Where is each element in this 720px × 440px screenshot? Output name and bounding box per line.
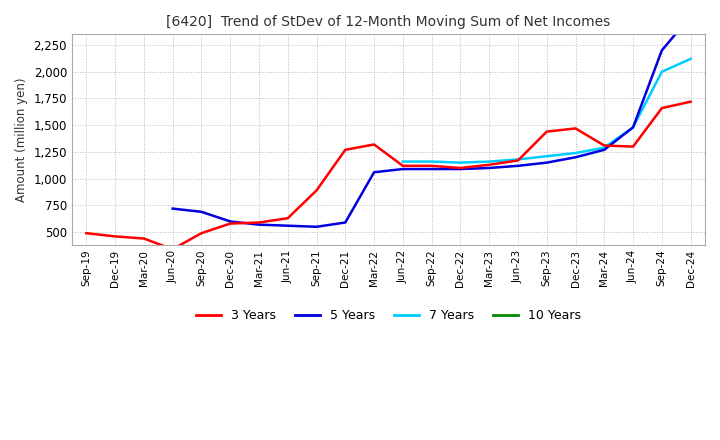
3 Years xyxy=(197,231,206,236)
Title: [6420]  Trend of StDev of 12-Month Moving Sum of Net Incomes: [6420] Trend of StDev of 12-Month Moving… xyxy=(166,15,611,29)
7 Years xyxy=(456,160,464,165)
5 Years xyxy=(657,48,666,53)
3 Years xyxy=(399,163,408,169)
5 Years xyxy=(686,14,695,19)
3 Years xyxy=(370,142,379,147)
3 Years xyxy=(284,216,292,221)
3 Years xyxy=(140,236,148,241)
3 Years xyxy=(542,129,551,134)
5 Years xyxy=(168,206,177,211)
5 Years xyxy=(284,223,292,228)
Line: 3 Years: 3 Years xyxy=(86,102,690,249)
5 Years xyxy=(513,163,522,169)
5 Years xyxy=(312,224,321,229)
3 Years xyxy=(629,144,637,149)
5 Years xyxy=(456,166,464,172)
3 Years xyxy=(485,162,493,167)
3 Years xyxy=(111,234,120,239)
5 Years xyxy=(427,166,436,172)
5 Years xyxy=(255,222,264,227)
7 Years xyxy=(686,56,695,62)
Legend: 3 Years, 5 Years, 7 Years, 10 Years: 3 Years, 5 Years, 7 Years, 10 Years xyxy=(192,304,585,327)
3 Years xyxy=(226,221,235,226)
Line: 7 Years: 7 Years xyxy=(403,59,690,163)
7 Years xyxy=(657,69,666,74)
3 Years xyxy=(686,99,695,104)
5 Years xyxy=(542,160,551,165)
Line: 5 Years: 5 Years xyxy=(173,16,690,227)
3 Years xyxy=(341,147,350,152)
3 Years xyxy=(456,165,464,171)
Y-axis label: Amount (million yen): Amount (million yen) xyxy=(15,77,28,202)
5 Years xyxy=(571,154,580,160)
7 Years xyxy=(571,150,580,156)
5 Years xyxy=(629,125,637,130)
5 Years xyxy=(226,219,235,224)
3 Years xyxy=(657,106,666,111)
7 Years xyxy=(629,125,637,130)
3 Years xyxy=(168,246,177,252)
5 Years xyxy=(399,166,408,172)
3 Years xyxy=(255,220,264,225)
3 Years xyxy=(571,126,580,131)
7 Years xyxy=(427,159,436,164)
5 Years xyxy=(370,169,379,175)
5 Years xyxy=(600,147,608,152)
5 Years xyxy=(485,165,493,171)
3 Years xyxy=(513,158,522,163)
5 Years xyxy=(197,209,206,214)
3 Years xyxy=(312,188,321,193)
5 Years xyxy=(341,220,350,225)
3 Years xyxy=(82,231,91,236)
7 Years xyxy=(542,154,551,159)
7 Years xyxy=(399,159,408,164)
3 Years xyxy=(600,143,608,148)
7 Years xyxy=(513,157,522,162)
7 Years xyxy=(600,145,608,150)
7 Years xyxy=(485,159,493,164)
3 Years xyxy=(427,163,436,169)
